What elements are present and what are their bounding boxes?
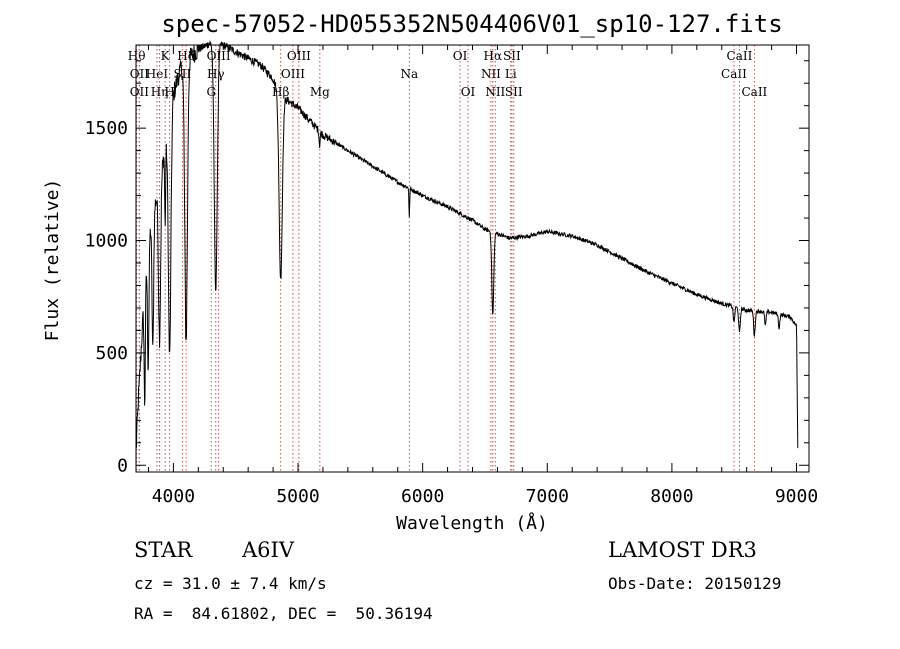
line-marker-label: Hγ [207, 67, 225, 81]
line-marker-label: CaII [741, 85, 767, 99]
line-marker-label: CaII [727, 49, 753, 63]
x-tick-label: 9000 [775, 486, 818, 507]
line-marker-label: G [206, 85, 216, 99]
line-marker-label: NII [481, 67, 501, 81]
x-tick-label: 6000 [401, 486, 444, 507]
line-marker-label: SII [505, 85, 523, 99]
line-marker-label: Li [505, 67, 517, 81]
line-marker-label: OII [130, 85, 150, 99]
y-tick-label: 0 [117, 455, 128, 476]
line-marker-label: OIII [287, 49, 311, 63]
y-tick-label: 1500 [85, 118, 128, 139]
line-markers: HθOIIOIIHeIHηKHSIIHδGHγOIIIHβOIIIOIIIMgN… [128, 45, 768, 472]
line-marker-label: OI [461, 85, 476, 99]
y-axis-label: Flux (relative) [42, 179, 63, 342]
object-subclass: A6IV [242, 538, 294, 562]
line-marker-label: HeI [146, 67, 169, 81]
y-tick-label: 1000 [85, 231, 128, 252]
x-tick-label: 8000 [650, 486, 693, 507]
y-tick-label: 500 [95, 343, 128, 364]
chart-title: spec-57052-HD055352N504406V01_sp10-127.f… [161, 10, 782, 38]
x-axis-label: Wavelength (Å) [396, 512, 548, 534]
line-marker-label: H [164, 85, 174, 99]
coordinates-line: RA = 84.61802, DEC = 50.36194 [134, 604, 433, 623]
x-tick-label: 7000 [526, 486, 569, 507]
redshift-line: cz = 31.0 ± 7.4 km/s [134, 574, 327, 593]
line-marker-label: Hα [484, 49, 503, 63]
survey-name: LAMOST DR3 [608, 538, 757, 562]
x-tick-label: 4000 [152, 486, 195, 507]
spectrum-line [135, 40, 799, 449]
line-marker-label: OIII [281, 67, 305, 81]
line-marker-label: Na [400, 67, 418, 81]
object-type: STAR [134, 538, 193, 562]
x-tick-label: 5000 [276, 486, 319, 507]
axis-ticks: 4000 5000 6000 7000 8000 9000 0 500 1000 1500 [85, 45, 818, 507]
plot-frame [135, 44, 810, 473]
line-marker-label: NII [485, 85, 505, 99]
line-marker-label: K [161, 49, 171, 63]
line-marker-label: SII [503, 49, 521, 63]
line-marker-label: CaII [721, 67, 747, 81]
line-marker-label: OI [453, 49, 468, 63]
line-marker-label: Mg [310, 85, 330, 99]
line-marker-label: Hη [151, 85, 169, 99]
line-marker-label: Hθ [128, 49, 146, 63]
obs-date-line: Obs-Date: 20150129 [608, 574, 782, 593]
